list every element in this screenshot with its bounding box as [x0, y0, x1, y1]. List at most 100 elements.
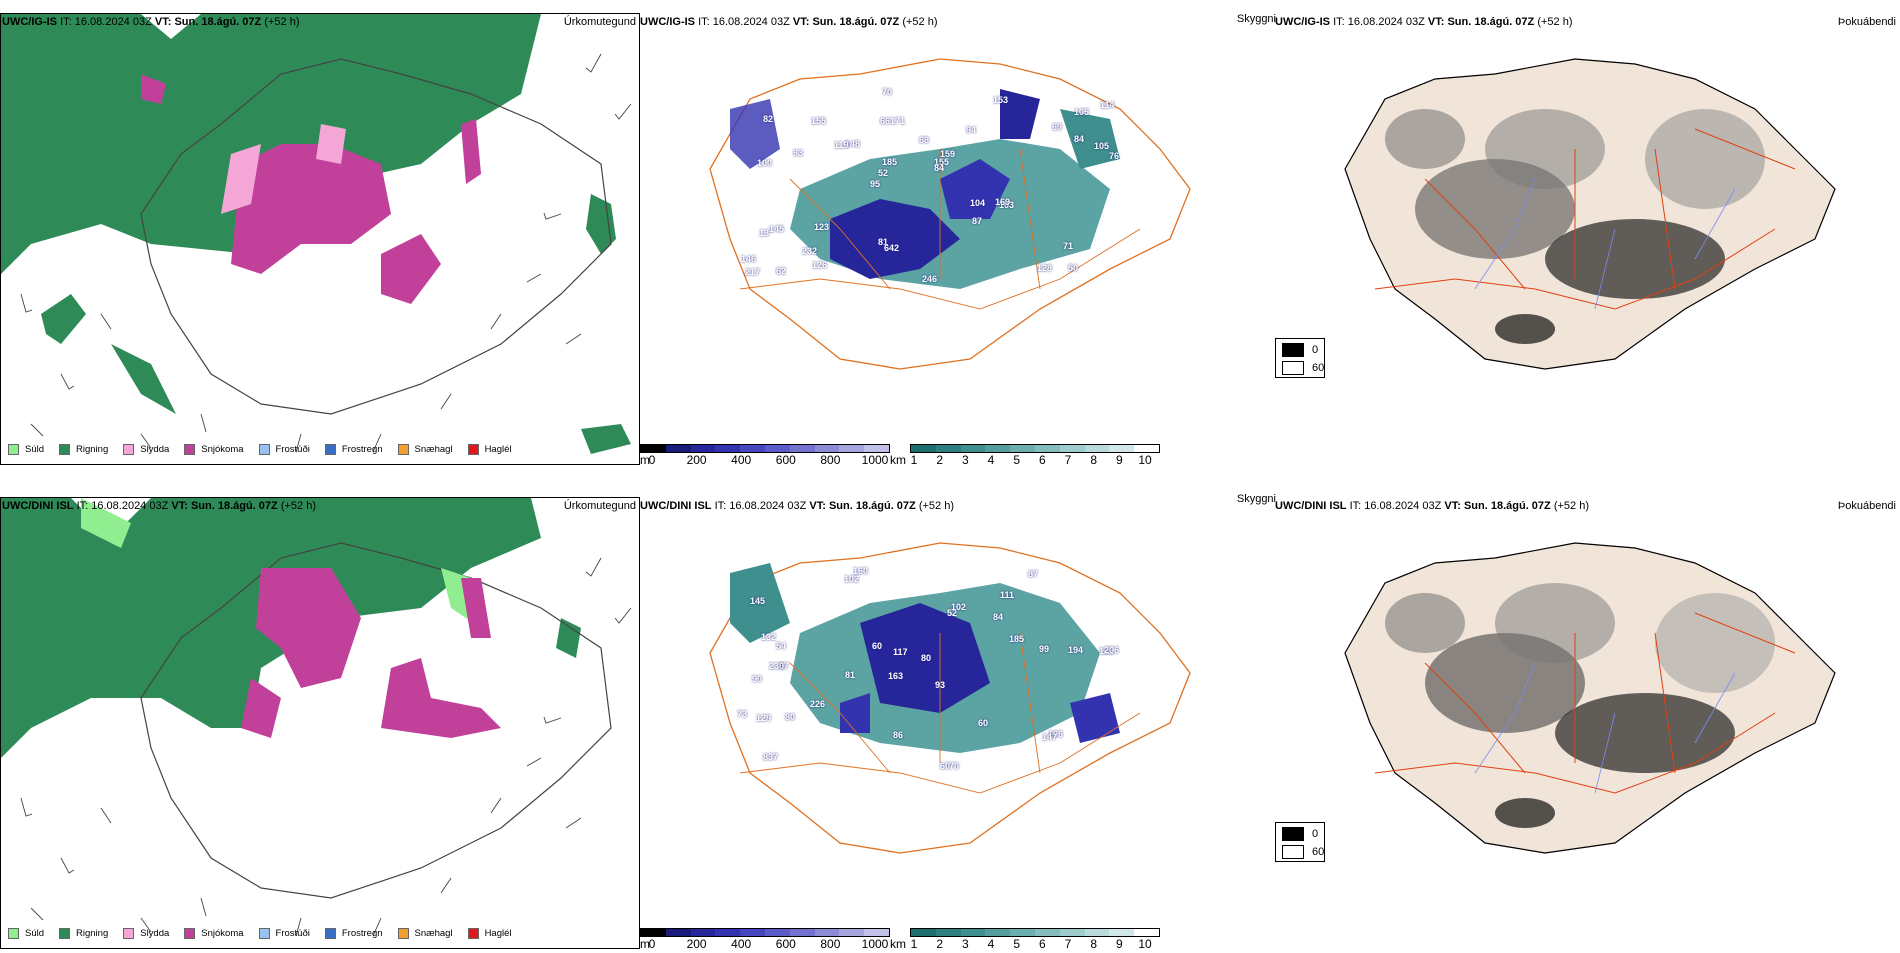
colorbar-cell [665, 445, 691, 452]
legend-swatch [258, 443, 270, 455]
legend-item: Haglél [467, 927, 512, 939]
ceiling-value-label: 102 [844, 574, 860, 584]
vt-label: VT: [154, 16, 172, 28]
ceiling-value-label: 95 [870, 179, 881, 189]
model-name: UWC/DINI ISL [2, 500, 74, 512]
colorbar-tick-label: 0 [648, 937, 656, 951]
legend-item: Slydda [123, 927, 169, 939]
precip-type-map-bottom [0, 497, 640, 949]
legend-swatch [324, 927, 336, 939]
colorbar-cell [1109, 445, 1135, 452]
ceiling-value-label: 169 [995, 197, 1011, 207]
ceiling-value-label: 81 [878, 237, 889, 247]
ceiling-value-label: 84 [993, 612, 1004, 622]
colorbar-cell [985, 929, 1011, 936]
ceiling-value-label: 132 [761, 632, 777, 642]
it-value: 16.08.2024 03Z [1364, 500, 1442, 512]
ceiling-map-svg [709, 542, 1191, 854]
fog-map-svg [1344, 58, 1836, 370]
panel-title-fog: Þokuábendi [1837, 16, 1896, 28]
visibility-unit: km [890, 453, 906, 467]
it-value: 16.08.2024 03Z [712, 16, 790, 28]
colorbar-cell [864, 445, 889, 452]
panel-header: UWC/DINI ISL IT: 16.08.2024 03Z VT: Sun.… [640, 500, 954, 513]
colorbar-cell [740, 929, 765, 936]
precip-type-map-svg [1, 498, 632, 937]
fog-dark-area [1385, 109, 1465, 169]
ceiling-unit: m [640, 937, 650, 951]
fog-legend: 0 60 [1275, 822, 1325, 862]
fog-dark-area [1495, 798, 1555, 828]
ceiling-value-label: 145 [769, 224, 785, 234]
colorbar-cell [814, 929, 840, 936]
cloud-blue [730, 99, 780, 169]
roads [739, 632, 1141, 794]
ceiling-value-label: 837 [763, 752, 779, 762]
ceiling-value-label: 80 [921, 653, 932, 663]
colorbar-tick-label: 5 [1013, 937, 1020, 951]
lead-time: (+52 h) [1537, 16, 1573, 28]
ceiling-map-top: 50 100 105 95 94 62 66 68 145 148 146 232 171 159 103 8… [640, 29, 1280, 449]
ceiling-value-label: 69 [1052, 122, 1063, 132]
ceiling-value-label: 94 [966, 125, 977, 135]
colorbar-cell [935, 445, 961, 452]
ceiling-value-label: 99 [1039, 644, 1050, 654]
colorbar-tick-label: 8 [1090, 453, 1097, 467]
ceiling-value-label: 111 [1000, 590, 1015, 600]
ceiling-value-label: 105 [1074, 107, 1090, 117]
legend-item: Súld [8, 927, 44, 939]
lead-time: (+52 h) [280, 500, 316, 512]
colorbar-cell [641, 445, 666, 452]
ceiling-value-label: 93 [935, 680, 946, 690]
colorbar-tick-label: 3 [961, 937, 969, 951]
colorbar-cell [935, 929, 961, 936]
ceiling-value-label: 71 [1063, 241, 1074, 251]
colorbar-tick-label: 600 [775, 453, 796, 467]
colorbar-cell [764, 445, 790, 452]
colorbar-cell [911, 929, 936, 936]
legend-item: Frostúði [258, 443, 310, 455]
iceland-outline [140, 58, 612, 415]
colorbar-tick-label: 800 [820, 453, 841, 467]
colorbar-cell [764, 929, 790, 936]
snow-area [231, 144, 391, 274]
roads [739, 148, 1141, 310]
ceiling-value-label: 87 [972, 216, 983, 226]
colorbar-tick-label: 4 [987, 937, 995, 951]
fog-dark-area [1645, 109, 1765, 209]
iceland-outline [140, 542, 612, 899]
it-label: IT: [1333, 16, 1345, 28]
visibility-colorbar: 1 2 3 4 5 6 7 8 9 10 km [890, 928, 1160, 951]
fog-dark-area [1655, 593, 1775, 693]
colorbar-cell [839, 929, 865, 936]
it-value: 16.08.2024 03Z [729, 500, 807, 512]
rain-area [581, 424, 631, 454]
roads [1374, 128, 1796, 310]
ceiling-value-label: 148 [845, 139, 861, 149]
ceiling-value-label: 73 [737, 709, 748, 719]
panel-ceiling-bottom: UWC/DINI ISL IT: 16.08.2024 03Z VT: Sun.… [640, 493, 1280, 951]
visibility-colorbar-strip [910, 444, 1160, 453]
cloud-blue [830, 199, 960, 279]
ceiling-value-label: 128 [1037, 263, 1053, 273]
rain-area [1, 14, 541, 274]
ceiling-value-label: 67 [779, 661, 790, 671]
cloud-blue [940, 159, 1010, 219]
legend-swatch [467, 927, 479, 939]
ceiling-value-label: 159 [940, 149, 956, 159]
ceiling-value-label: 160 [853, 566, 869, 576]
ceiling-value-label: 117 [893, 647, 908, 657]
ceiling-value-label: 206 [1104, 645, 1120, 655]
visibility-colorbar-ticks: 1 2 3 4 5 6 7 8 9 10 [910, 453, 1160, 467]
panel-ceiling-top: UWC/IG-IS IT: 16.08.2024 03Z VT: Sun. 18… [640, 13, 1280, 467]
panel-precip-type-top: UWC/IG-IS IT: 16.08.2024 03Z VT: Sun. 18… [0, 13, 640, 465]
colorbar-tick-label: 9 [1115, 453, 1123, 467]
fog-swatch [1282, 827, 1304, 841]
legend-item: Frostúði [258, 927, 310, 939]
ceiling-value-label: 146 [741, 254, 757, 264]
ceiling-value-label: 155 [934, 157, 950, 167]
ceiling-value-label: 163 [888, 671, 904, 681]
ceiling-value-label: 155 [811, 116, 827, 126]
panel-title-fog: Þokuábendi [1837, 500, 1896, 512]
colorbar-tick-label: 1 [910, 937, 918, 951]
